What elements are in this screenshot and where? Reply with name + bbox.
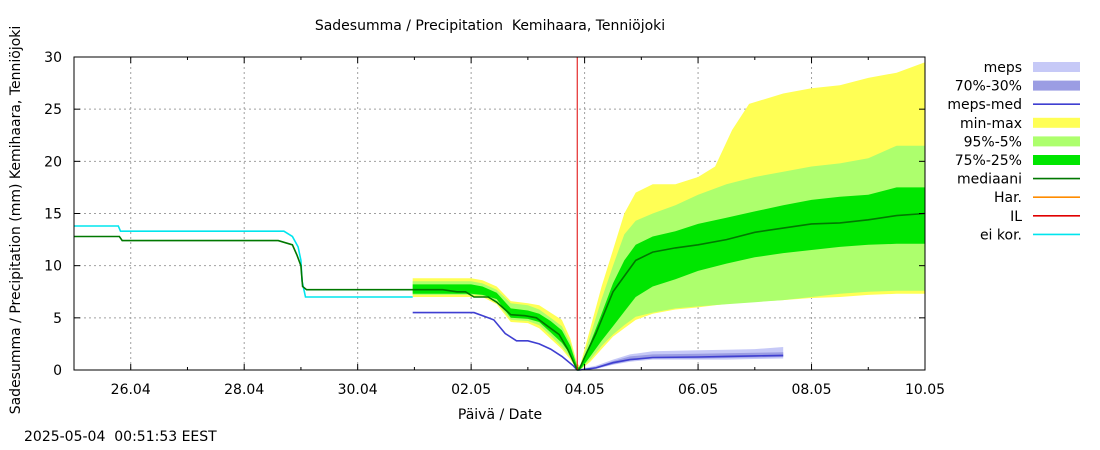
y-tick-label: 5 (53, 311, 62, 327)
legend-swatch (1033, 136, 1080, 147)
x-tick-label: 30.04 (338, 382, 378, 398)
x-tick-label: 10.05 (905, 382, 945, 398)
x-tick-label: 26.04 (111, 382, 151, 398)
legend-label: Har. (994, 190, 1022, 206)
line-meps-med (412, 311, 784, 371)
legend-label: ei kor. (980, 227, 1022, 243)
y-tick-label: 0 (53, 363, 62, 379)
x-tick-label: 08.05 (791, 382, 831, 398)
legend-label: min-max (960, 116, 1022, 132)
generated-timestamp: 2025-05-04 00:51:53 EEST (24, 429, 217, 445)
x-tick-label: 06.05 (678, 382, 718, 398)
y-tick-label: 15 (44, 207, 62, 223)
legend-swatch (1033, 62, 1080, 72)
y-tick-label: 10 (44, 259, 62, 275)
legend-label: mediaani (957, 172, 1022, 188)
x-tick-label: 28.04 (224, 382, 264, 398)
line-mediaani (74, 212, 926, 371)
legend-label: IL (1010, 209, 1022, 225)
legend-label: 70%-30% (955, 79, 1022, 95)
x-tick-label: 02.05 (451, 382, 491, 398)
y-tick-label: 20 (44, 154, 62, 170)
legend-label: 95%-5% (964, 134, 1022, 150)
legend-swatch (1033, 155, 1080, 165)
y-tick-label: 30 (44, 50, 62, 66)
y-tick-label: 25 (44, 102, 62, 118)
legend-swatch (1033, 117, 1080, 128)
chart-title: Sadesumma / Precipitation Kemihaara, Ten… (314, 18, 666, 34)
x-tick-label: 04.05 (565, 382, 605, 398)
line-ei-kor (74, 225, 413, 298)
legend-label: 75%-25% (955, 153, 1022, 169)
legend-label: meps-med (947, 97, 1022, 113)
legend-label: meps (984, 60, 1022, 76)
x-axis-label: Päivä / Date (457, 407, 543, 423)
band-75-25 (412, 187, 925, 370)
legend-swatch (1033, 80, 1080, 91)
